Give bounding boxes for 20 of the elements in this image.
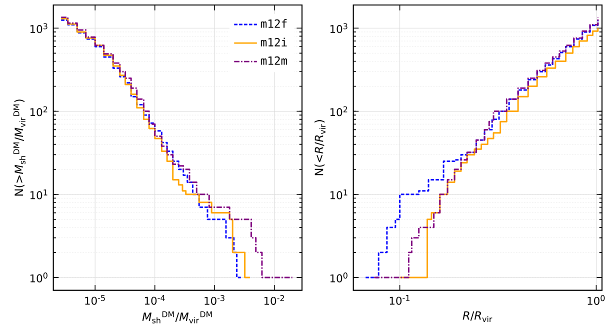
x-tick-label: 10$^{-3}$ (204, 295, 224, 305)
x-tick-label: 10$^{-5}$ (85, 295, 105, 305)
legend-label: m12f (260, 19, 287, 28)
y-tick-label: 10$^{0}$ (30, 272, 48, 282)
y-tick-label: 10$^{1}$ (30, 189, 48, 200)
x-tick-label: 10$^{-2}$ (264, 295, 284, 305)
y-tick-label: 10$^{1}$ (330, 189, 348, 200)
x-tick-label: 10$^{-4}$ (144, 295, 165, 305)
y-tick-label: 10$^{3}$ (330, 23, 348, 34)
legend-label: m12i (260, 38, 287, 46)
y-tick-label: 10$^{2}$ (30, 106, 48, 116)
y-tick-label: 10$^{0}$ (330, 272, 348, 282)
y-tick-label: 10$^{3}$ (30, 23, 48, 34)
x-axis-title: R/R$_{vir}$ (462, 311, 492, 322)
y-axis-title: N(<R/R$_{vir}$) (314, 120, 326, 176)
text: N(>M$_{sh}$$^{DM}$/M$_{vir}$$^{DM}$) (13, 100, 26, 196)
legend-label: m12m (260, 56, 288, 65)
x-tick-label: 10$^{-1}$ (390, 295, 410, 305)
y-tick-label: 10$^{2}$ (330, 106, 348, 116)
x-tick-label: 10$^{0}$ (588, 295, 605, 305)
